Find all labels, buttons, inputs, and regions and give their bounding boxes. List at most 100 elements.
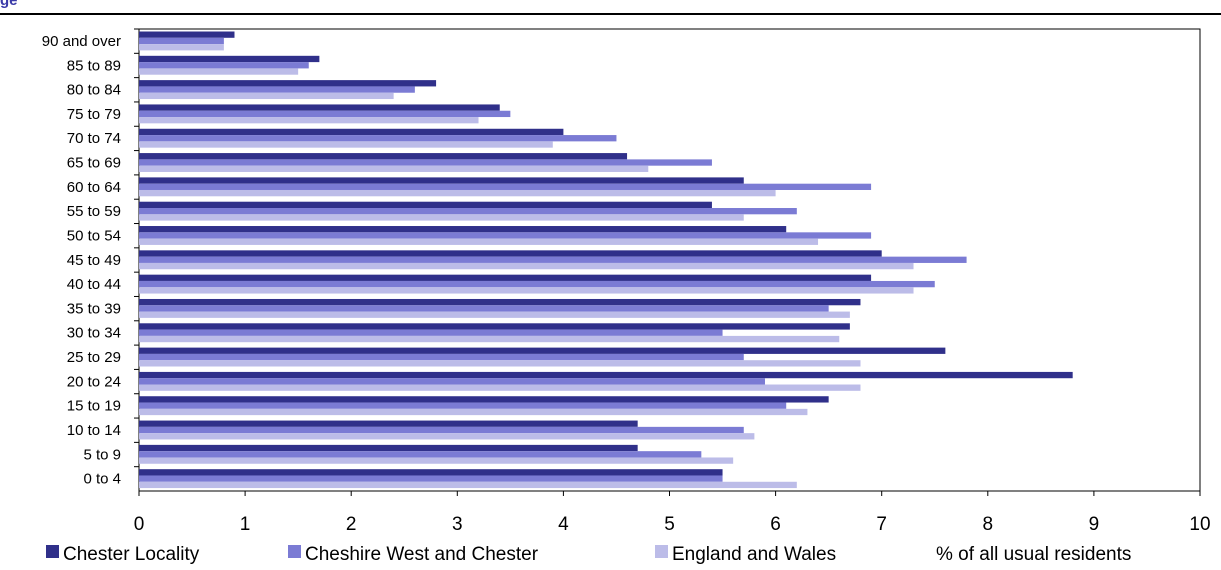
bar [139,189,776,197]
bar [139,262,914,270]
bar [139,360,861,367]
x-axis-ticks: 0 1 2 3 4 5 6 7 8 9 10 [134,491,1211,535]
bar [139,347,946,354]
bar [139,298,861,306]
legend-label: Chester Locality [63,544,200,565]
legend-label: Cheshire West and Chester [305,544,539,565]
bar [139,128,564,136]
x-tick-label: 6 [770,514,781,535]
bar [139,420,638,427]
bar [139,323,850,330]
bar [139,311,850,318]
category-label: 15 to 19 [67,398,121,415]
bar-group [139,31,1073,489]
bar [139,80,437,87]
bar [139,214,744,221]
bar [139,165,649,172]
bar [139,444,638,452]
bar [139,55,320,63]
x-tick-label: 1 [240,514,251,535]
bar [139,353,744,361]
legend-swatch [655,545,668,558]
bar [139,159,712,166]
bar [139,62,309,69]
bar [139,177,744,184]
bar [139,371,1073,379]
bar [139,238,819,245]
category-label: 25 to 29 [67,349,121,366]
bar [139,457,734,464]
category-label: 90 and over [42,33,121,50]
x-tick-label: 0 [134,514,145,535]
bar [139,274,872,281]
category-label: 50 to 54 [67,227,121,244]
bar [139,475,723,482]
bar [139,141,553,148]
bar [139,37,224,45]
bar [139,469,723,476]
bar [139,396,829,403]
bar [139,44,224,51]
category-label: 80 to 84 [67,82,121,99]
x-tick-label: 4 [558,514,569,535]
bar [139,92,394,100]
bar [139,201,712,209]
x-tick-label: 7 [876,514,887,535]
bar [139,426,744,434]
bar [139,31,235,38]
bar [139,135,617,142]
bar [139,378,765,385]
category-labels: 90 and over 85 to 89 80 to 84 75 to 79 70 to… [42,28,139,488]
bar [139,402,787,409]
category-label: 10 to 14 [67,422,121,439]
x-tick-label: 3 [452,514,463,535]
legend-swatch [46,545,59,558]
bar [139,232,872,239]
bar [139,208,797,215]
legend-swatch [288,545,301,558]
category-label: 55 to 59 [67,203,121,220]
bar [139,110,511,118]
bar [139,384,861,391]
x-tick-label: 5 [664,514,675,535]
x-tick-label: 10 [1189,514,1210,535]
bar [139,250,882,257]
category-label: 20 to 24 [67,373,121,390]
x-tick-label: 2 [346,514,357,535]
chart-title-fragment: ge [0,0,18,9]
category-label: 65 to 69 [67,155,121,172]
category-label: 75 to 79 [67,106,121,123]
x-tick-label: 9 [1089,514,1100,535]
bar [139,86,415,93]
bar [139,408,808,416]
category-label: 60 to 64 [67,179,121,196]
category-label: 70 to 74 [67,130,121,147]
bar [139,329,723,336]
category-label: 30 to 34 [67,325,121,342]
category-label: 35 to 39 [67,300,121,317]
x-axis-label: % of all usual residents [936,544,1131,565]
bar [139,68,299,75]
bar [139,451,702,458]
bar [139,481,797,489]
category-label: 85 to 89 [67,57,121,74]
category-label: 0 to 4 [83,471,121,488]
bar [139,117,479,124]
bar [139,280,935,288]
x-tick-label: 8 [983,514,994,535]
legend-label: England and Wales [672,544,836,565]
bar [139,335,840,343]
bar [139,183,872,190]
bar [139,256,967,263]
bar [139,287,914,294]
bar [139,104,500,111]
category-label: 40 to 44 [67,276,121,293]
bar [139,226,787,233]
category-label: 5 to 9 [83,446,121,463]
legend: Chester Locality Cheshire West and Cheste… [46,544,836,565]
bar [139,153,628,160]
bar [139,305,829,312]
category-label: 45 to 49 [67,252,121,269]
bar [139,433,755,440]
